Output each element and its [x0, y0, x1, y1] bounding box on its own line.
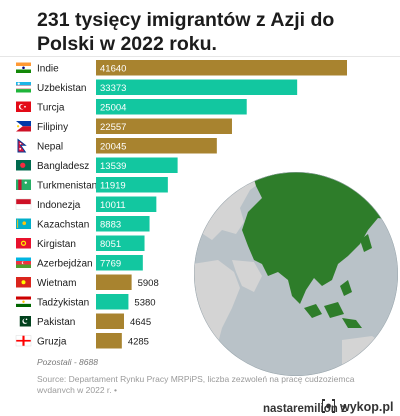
asia-landmass [242, 172, 398, 304]
value-label: 41640 [100, 63, 126, 74]
bar [96, 157, 178, 173]
flag-pakistan-icon [16, 316, 31, 327]
bar [96, 235, 145, 251]
value-label: 4285 [128, 336, 149, 347]
category-label: Turcja [37, 102, 65, 113]
category-label: Pakistan [37, 317, 75, 328]
category-label: Bangladesz [37, 161, 89, 172]
bar [96, 99, 247, 115]
value-label: 8051 [100, 239, 121, 250]
flag-kazakhstan-icon [16, 218, 31, 229]
flag-tajikistan-icon [16, 296, 31, 307]
bar [96, 79, 298, 95]
flag-kyrgyzstan-icon [16, 238, 31, 249]
bar [96, 60, 347, 76]
value-labels: 41640 33373 25004 22557 20045 13539 11919 10011… [100, 63, 159, 347]
value-label: 5380 [134, 297, 155, 308]
value-label: 25004 [100, 102, 126, 113]
bar [96, 196, 157, 212]
value-label: 7769 [100, 258, 121, 269]
flag-azerbaijan-icon [16, 257, 31, 268]
category-label: Filipiny [37, 122, 68, 133]
category-label: Indonezja [37, 200, 81, 211]
bar [96, 138, 217, 154]
category-label: Gruzja [37, 336, 67, 347]
bar [96, 118, 232, 134]
flag-column [15, 62, 32, 347]
flag-bangladesh-icon [16, 160, 31, 171]
value-label: 22557 [100, 122, 126, 133]
value-label: 11919 [100, 180, 126, 191]
flag-turkmenistan-icon [16, 179, 31, 190]
title-divider [0, 56, 400, 57]
footer-bar [0, 393, 400, 416]
flag-georgia-icon [15, 335, 32, 347]
bar [96, 313, 124, 329]
category-label: Indie [37, 63, 59, 74]
others-note: Pozostali - 8688 [37, 357, 98, 367]
footer-logo-text: wykop.pl [340, 400, 394, 414]
chart-title: 231 tysięcy imigrantów z Azji do Polski … [37, 9, 335, 55]
flag-vietnam-icon [16, 277, 31, 288]
wykop-logo-icon [322, 399, 335, 413]
bar-chart: Indie Uzbekistan Turcja Filipiny Nepal Bangla… [15, 60, 347, 349]
flag-philippines-icon [16, 121, 31, 132]
category-label: Kirgistan [37, 239, 76, 250]
source-note: Source: Departament Rynku Pracy MRPiPS, … [37, 374, 355, 395]
flag-india-icon [16, 62, 31, 73]
value-label: 13539 [100, 161, 126, 172]
value-label: 8883 [100, 219, 121, 230]
value-label: 4645 [130, 317, 151, 328]
category-label: Wietnam [37, 278, 76, 289]
category-label: Azerbejdżan [37, 258, 93, 269]
category-label: Uzbekistan [37, 83, 86, 94]
value-label: 10011 [100, 200, 126, 211]
bar [96, 333, 122, 349]
category-label: Nepal [37, 141, 63, 152]
bar [96, 294, 129, 310]
flag-nepal-icon [17, 138, 27, 153]
bar [96, 255, 143, 271]
bars-group [96, 60, 347, 349]
category-label: Turkmenistan [37, 180, 97, 191]
value-label: 5908 [138, 278, 159, 289]
category-labels: Indie Uzbekistan Turcja Filipiny Nepal Bangla… [37, 63, 97, 347]
flag-turkey-icon [16, 101, 31, 112]
value-label: 20045 [100, 141, 126, 152]
sea-islands [304, 234, 372, 328]
category-label: Kazachstan [37, 219, 89, 230]
arabia-landmass [232, 260, 262, 292]
footer-username: nastaremilion z [263, 403, 347, 415]
flag-indonesia-icon [15, 198, 32, 210]
bar [96, 274, 132, 290]
category-label: Tadżykistan [37, 297, 89, 308]
bar [96, 177, 168, 193]
value-label: 33373 [100, 83, 126, 94]
globe-map [194, 172, 398, 376]
bar [96, 216, 150, 232]
flag-uzbekistan-icon [16, 82, 31, 93]
